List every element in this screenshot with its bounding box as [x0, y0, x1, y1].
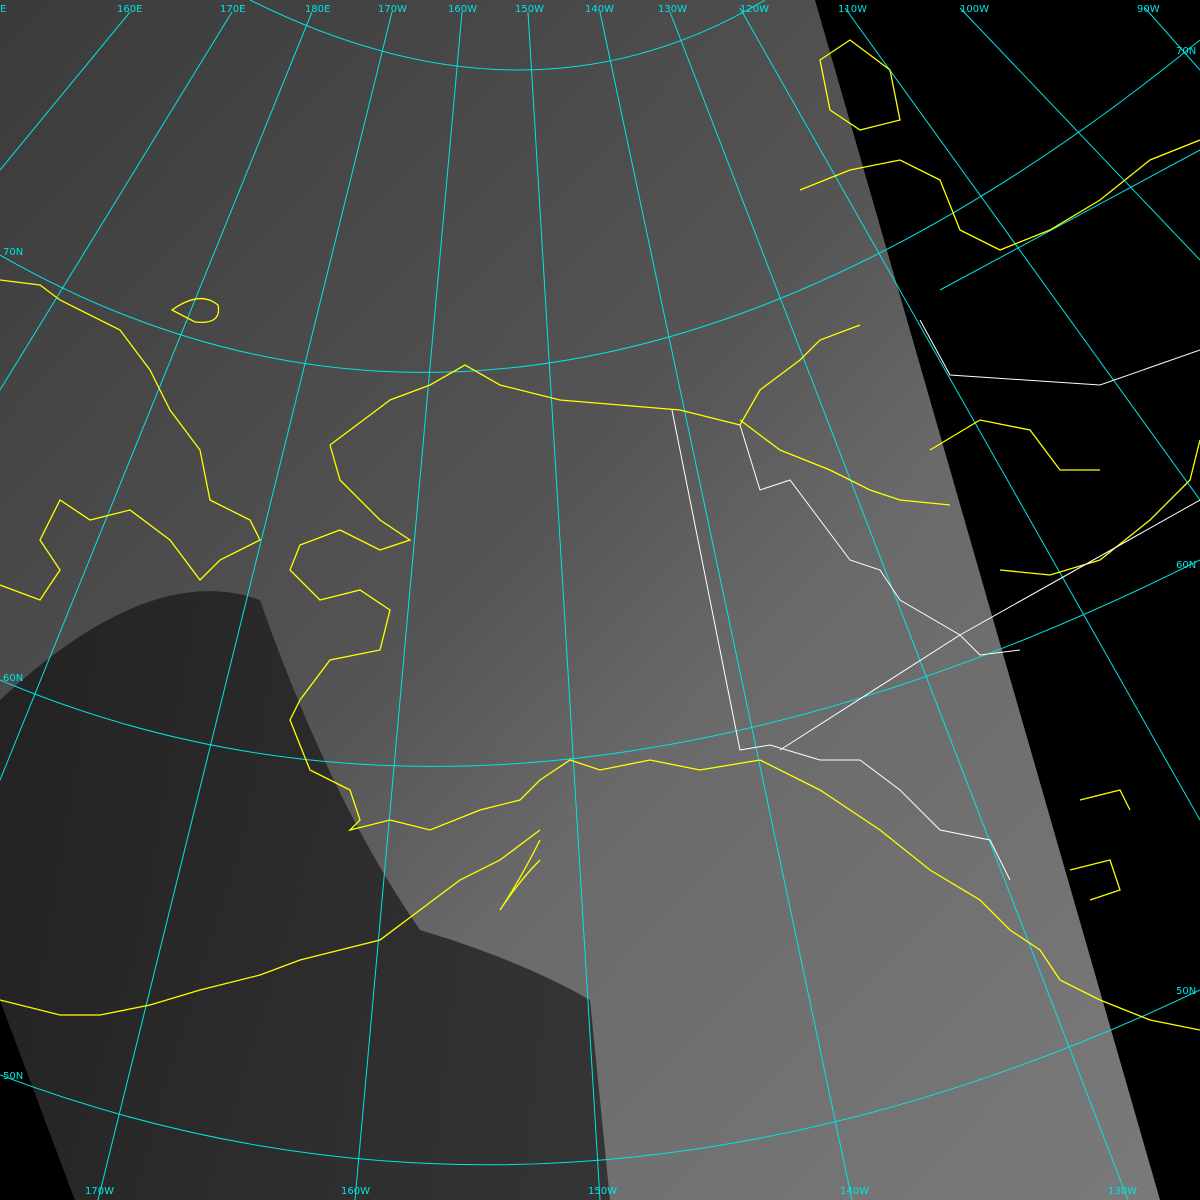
- label-right-50n: 50N: [1176, 986, 1197, 997]
- label-top-150e: E: [0, 4, 7, 15]
- label-top-150w: 150W: [515, 4, 544, 15]
- label-bottom-140w: 140W: [840, 1186, 869, 1197]
- label-right-70n: 70N: [1176, 46, 1197, 57]
- label-bottom-150w: 150W: [588, 1186, 617, 1197]
- label-bottom-170w: 170W: [85, 1186, 114, 1197]
- label-left-60n: 60N: [3, 673, 24, 684]
- label-top-160e: 160E: [117, 4, 143, 15]
- coastlines: [0, 39, 1200, 1031]
- label-top-130w: 130W: [658, 4, 687, 15]
- label-top-110w: 110W: [838, 4, 867, 15]
- label-top-90w: 90W: [1137, 4, 1160, 15]
- label-bottom-130w: 130W: [1108, 1186, 1137, 1197]
- coast-alaska-peninsula: [0, 829, 541, 1016]
- label-top-120w: 120W: [740, 4, 769, 15]
- label-top-160w: 160W: [448, 4, 477, 15]
- alaska-canada-border: [671, 409, 1011, 881]
- coast-alaska-north: [329, 324, 861, 446]
- coast-arctic-islands: [799, 139, 1200, 251]
- coast-kodiak: [499, 839, 541, 911]
- label-right-60n: 60N: [1176, 560, 1197, 571]
- coast-wrangel: [170, 298, 220, 324]
- coast-canada-arctic: [739, 419, 951, 506]
- label-top-170e: 170E: [220, 4, 246, 15]
- label-top-170w: 170W: [378, 4, 407, 15]
- coast-chukotka: [0, 279, 261, 601]
- dark-ocean-clouds: [0, 591, 610, 1200]
- label-bottom-160w: 160W: [341, 1186, 370, 1197]
- label-top-180e: 180E: [305, 4, 331, 15]
- boundaries: [671, 319, 1200, 881]
- coast-hudson: [999, 439, 1200, 576]
- label-top-100w: 100W: [960, 4, 989, 15]
- bc-border: [779, 499, 1200, 751]
- label-top-140w: 140W: [585, 4, 614, 15]
- coast-alaska-west: [289, 444, 761, 832]
- yukon-nwt-border: [739, 424, 1021, 656]
- label-left-50n: 50N: [3, 1071, 24, 1082]
- label-left-70n: 70N: [3, 247, 24, 258]
- coast-panhandle: [759, 759, 1200, 1031]
